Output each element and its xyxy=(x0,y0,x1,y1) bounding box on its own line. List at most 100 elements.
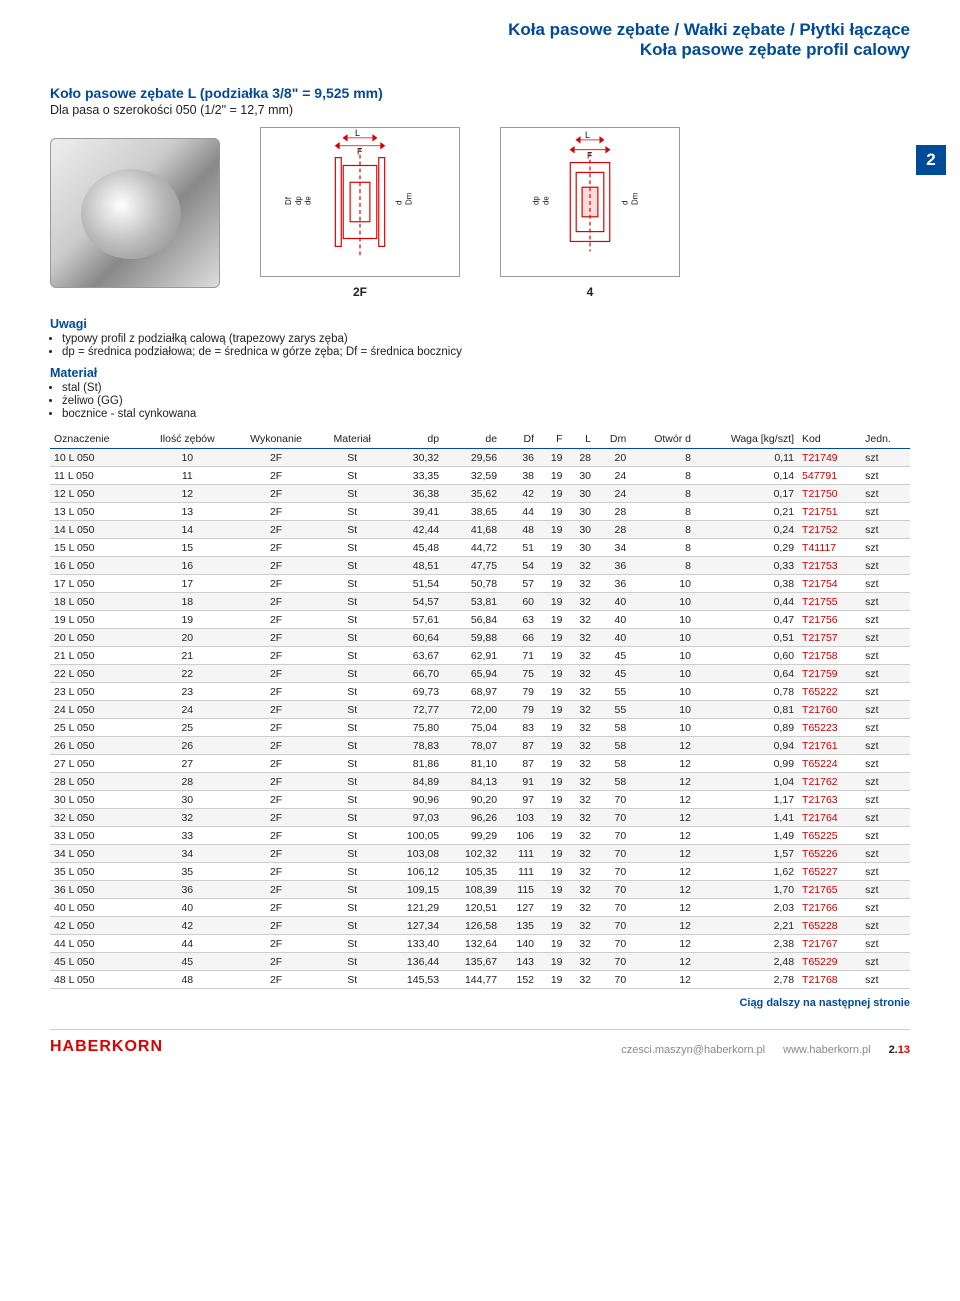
table-cell: 35 xyxy=(142,863,233,881)
col-waga: Waga [kg/szt] xyxy=(695,430,798,449)
table-cell: 19 xyxy=(538,719,566,737)
table-cell: 54,57 xyxy=(385,593,443,611)
table-cell: St xyxy=(319,845,385,863)
table-cell: 36 xyxy=(595,557,630,575)
table-cell: T65229 xyxy=(798,953,861,971)
table-cell: 19 xyxy=(538,575,566,593)
table-cell: St xyxy=(319,791,385,809)
table-cell: 1,04 xyxy=(695,773,798,791)
table-cell: 26 xyxy=(142,737,233,755)
table-cell: 79 xyxy=(501,683,538,701)
table-cell: St xyxy=(319,899,385,917)
table-cell: szt xyxy=(861,701,910,719)
table-cell: T21762 xyxy=(798,773,861,791)
table-cell: St xyxy=(319,881,385,899)
table-cell: 21 L 050 xyxy=(50,647,142,665)
table-cell: 18 L 050 xyxy=(50,593,142,611)
table-cell: 22 xyxy=(142,665,233,683)
table-cell: 19 xyxy=(538,935,566,953)
svg-text:Df: Df xyxy=(284,196,293,205)
table-cell: 60 xyxy=(501,593,538,611)
material-item: żeliwo (GG) xyxy=(62,395,910,407)
table-cell: 58 xyxy=(595,737,630,755)
col-dm: Dm xyxy=(595,430,630,449)
col-f: F xyxy=(538,430,566,449)
table-cell: 2,48 xyxy=(695,953,798,971)
table-cell: 45 xyxy=(595,665,630,683)
table-cell: 25 xyxy=(142,719,233,737)
svg-text:L: L xyxy=(585,130,590,140)
svg-text:Dm: Dm xyxy=(404,192,413,205)
table-cell: 84,89 xyxy=(385,773,443,791)
table-cell: 66 xyxy=(501,629,538,647)
table-cell: szt xyxy=(861,971,910,989)
diagram-4: L F dp de d Dm 4 xyxy=(500,127,680,299)
table-cell: 28 L 050 xyxy=(50,773,142,791)
table-cell: 25 L 050 xyxy=(50,719,142,737)
table-cell: 36 xyxy=(595,575,630,593)
table-cell: 65,94 xyxy=(443,665,501,683)
table-cell: 97,03 xyxy=(385,809,443,827)
table-cell: St xyxy=(319,971,385,989)
table-cell: 10 xyxy=(630,575,695,593)
table-cell: 19 xyxy=(538,827,566,845)
table-cell: 81,10 xyxy=(443,755,501,773)
table-row: 30 L 050302FSt90,9690,2097193270121,17T2… xyxy=(50,791,910,809)
svg-text:Dm: Dm xyxy=(630,192,639,205)
table-cell: 32 xyxy=(567,971,595,989)
table-cell: 44 xyxy=(142,935,233,953)
table-cell: 0,78 xyxy=(695,683,798,701)
col-material: Materiał xyxy=(319,430,385,449)
table-cell: 35,62 xyxy=(443,485,501,503)
table-cell: 75,80 xyxy=(385,719,443,737)
col-de: de xyxy=(443,430,501,449)
table-cell: 45 xyxy=(595,647,630,665)
table-cell: 42 xyxy=(142,917,233,935)
table-cell: St xyxy=(319,737,385,755)
table-cell: 23 L 050 xyxy=(50,683,142,701)
table-cell: 140 xyxy=(501,935,538,953)
table-cell: 2,78 xyxy=(695,971,798,989)
table-cell: 32 xyxy=(567,845,595,863)
table-row: 25 L 050252FSt75,8075,0483193258100,89T6… xyxy=(50,719,910,737)
table-cell: 0,44 xyxy=(695,593,798,611)
table-cell: 19 xyxy=(538,593,566,611)
table-cell: 1,41 xyxy=(695,809,798,827)
table-cell: 12 xyxy=(630,773,695,791)
table-cell: 1,62 xyxy=(695,863,798,881)
table-cell: 47,75 xyxy=(443,557,501,575)
table-cell: 102,32 xyxy=(443,845,501,863)
svg-text:d: d xyxy=(394,201,403,205)
table-cell: St xyxy=(319,485,385,503)
table-cell: 58 xyxy=(595,755,630,773)
table-cell: szt xyxy=(861,557,910,575)
table-cell: T21752 xyxy=(798,521,861,539)
table-row: 15 L 050152FSt45,4844,725119303480,29T41… xyxy=(50,539,910,557)
svg-text:de: de xyxy=(542,196,551,205)
table-cell: 8 xyxy=(630,449,695,467)
table-cell: 1,70 xyxy=(695,881,798,899)
table-cell: 2F xyxy=(233,881,320,899)
table-cell: 1,17 xyxy=(695,791,798,809)
table-cell: 15 xyxy=(142,539,233,557)
table-cell: T21764 xyxy=(798,809,861,827)
table-cell: 70 xyxy=(595,917,630,935)
table-cell: 0,99 xyxy=(695,755,798,773)
table-cell: 78,83 xyxy=(385,737,443,755)
table-cell: 30 xyxy=(567,467,595,485)
table-header-row: Oznaczenie Ilość zębów Wykonanie Materia… xyxy=(50,430,910,449)
table-cell: 51,54 xyxy=(385,575,443,593)
table-cell: szt xyxy=(861,953,910,971)
table-cell: 0,29 xyxy=(695,539,798,557)
table-cell: 32 xyxy=(567,773,595,791)
table-cell: 30 L 050 xyxy=(50,791,142,809)
table-cell: 90,96 xyxy=(385,791,443,809)
table-cell: 2F xyxy=(233,773,320,791)
table-cell: 2F xyxy=(233,827,320,845)
table-cell: 36,38 xyxy=(385,485,443,503)
diagram-row: L F Df dp de d Dm 2F xyxy=(50,127,910,299)
table-cell: 53,81 xyxy=(443,593,501,611)
table-cell: szt xyxy=(861,665,910,683)
table-cell: 2F xyxy=(233,755,320,773)
table-cell: szt xyxy=(861,611,910,629)
